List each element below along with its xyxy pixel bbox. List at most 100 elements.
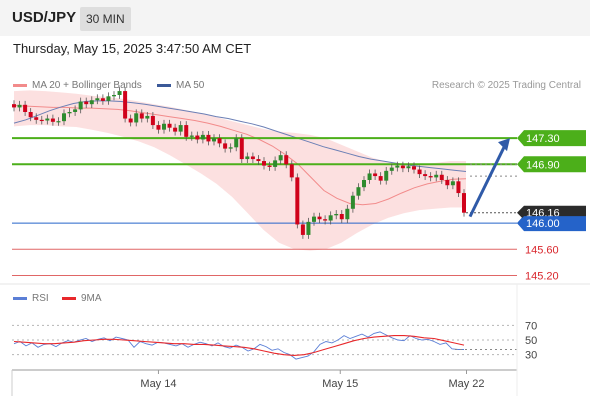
- candle-49: [284, 155, 289, 165]
- chart-date: Thursday, May 15, 2025 3:47:50 AM CET: [13, 41, 252, 56]
- candle-64: [367, 173, 372, 180]
- candle-35: [206, 134, 211, 142]
- legend-9ma: 9MA: [62, 293, 102, 304]
- forecast-arrow-head: [498, 138, 510, 152]
- candle-63: [362, 180, 366, 188]
- candle-45: [262, 161, 266, 166]
- candle-37: [217, 138, 222, 144]
- candle-46: [267, 165, 272, 167]
- candle-57: [328, 215, 333, 221]
- legend-ma50-label: MA 50: [176, 80, 205, 91]
- ma9-swatch: [62, 296, 76, 300]
- legend-ma20-bb: MA 20 + Bollinger Bands: [13, 80, 142, 91]
- candle-55: [317, 216, 322, 220]
- candle-31: [184, 125, 189, 137]
- rsi-tick-70: 70: [525, 320, 537, 332]
- level-label-146.90: 146.90: [526, 159, 560, 171]
- candle-33: [195, 135, 200, 140]
- candle-25: [150, 115, 155, 126]
- candle-28: [167, 123, 172, 128]
- candle-80: [456, 181, 461, 194]
- candle-54: [312, 216, 316, 222]
- candle-24: [145, 115, 150, 119]
- candle-81: [462, 193, 466, 213]
- candle-50: [289, 164, 294, 178]
- candle-13: [84, 101, 89, 105]
- candle-61: [350, 195, 355, 209]
- legend-rsi: RSI: [13, 293, 49, 304]
- candle-19: [117, 91, 122, 95]
- candle-2: [23, 104, 28, 112]
- candle-40: [234, 138, 239, 148]
- candle-10: [67, 112, 72, 114]
- candle-9: [62, 113, 66, 122]
- candle-22: [134, 113, 139, 123]
- candle-48: [278, 155, 283, 161]
- candle-6: [45, 118, 50, 121]
- ma50-swatch: [157, 83, 171, 87]
- candle-5: [39, 119, 44, 122]
- candle-30: [178, 125, 183, 132]
- candle-27: [162, 123, 166, 130]
- candle-18: [112, 95, 116, 97]
- candle-75: [428, 176, 433, 178]
- candle-26: [156, 125, 161, 130]
- candle-32: [189, 135, 194, 137]
- candle-62: [356, 187, 361, 196]
- candle-66: [378, 176, 383, 181]
- rsi-tick-50: 50: [525, 335, 537, 347]
- candle-12: [78, 101, 83, 110]
- candle-4: [34, 117, 39, 120]
- candle-68: [389, 167, 394, 171]
- x-tick-label-0: May 14: [140, 378, 176, 390]
- candle-0: [12, 104, 16, 108]
- candle-23: [139, 113, 144, 119]
- candle-78: [445, 180, 450, 186]
- candle-29: [173, 127, 178, 132]
- candle-34: [200, 134, 205, 140]
- candle-15: [95, 98, 100, 101]
- candle-77: [439, 174, 444, 180]
- pivot-label-top: 146.00: [526, 218, 560, 230]
- candle-72: [412, 166, 416, 170]
- level-tag-146.90: 146.90: [517, 156, 586, 173]
- candle-41: [239, 138, 244, 160]
- candle-60: [345, 208, 350, 220]
- research-credit: Research © 2025 Trading Central: [431, 80, 581, 91]
- level-label-145.60: 145.60: [525, 244, 559, 256]
- candle-59: [339, 214, 344, 220]
- candle-52: [300, 224, 305, 235]
- ma20-swatch: [13, 83, 27, 87]
- x-tick-label-1: May 15: [322, 378, 358, 390]
- candle-79: [450, 181, 455, 186]
- candle-21: [128, 118, 133, 123]
- level-tag-147.30: 147.30: [517, 130, 586, 147]
- candle-65: [373, 173, 378, 177]
- candle-7: [50, 118, 55, 122]
- candle-76: [434, 174, 439, 178]
- candle-47: [273, 160, 278, 167]
- level-tag-shape: [517, 130, 586, 147]
- candle-70: [400, 165, 405, 169]
- level-label-147.30: 147.30: [526, 133, 560, 145]
- level-tag-shape: [517, 156, 586, 173]
- ma20-line: [13, 105, 467, 206]
- header-bar: USD/JPY 30 MIN: [0, 0, 590, 36]
- ma50-line: [13, 100, 467, 172]
- timeframe-button[interactable]: 30 MIN: [80, 7, 131, 31]
- candle-14: [89, 100, 94, 105]
- rsi-tick-30: 30: [525, 350, 537, 362]
- candle-3: [28, 112, 33, 118]
- candle-67: [384, 170, 389, 181]
- candle-53: [306, 221, 311, 235]
- candle-42: [245, 156, 250, 160]
- x-tick-label-2: May 22: [448, 378, 484, 390]
- legend-9ma-label: 9MA: [81, 293, 102, 304]
- candle-56: [323, 219, 328, 221]
- candle-1: [17, 104, 22, 108]
- candle-51: [295, 177, 300, 225]
- candle-11: [73, 109, 78, 112]
- candle-43: [250, 156, 255, 160]
- forecast-arrow-shaft: [468, 142, 508, 218]
